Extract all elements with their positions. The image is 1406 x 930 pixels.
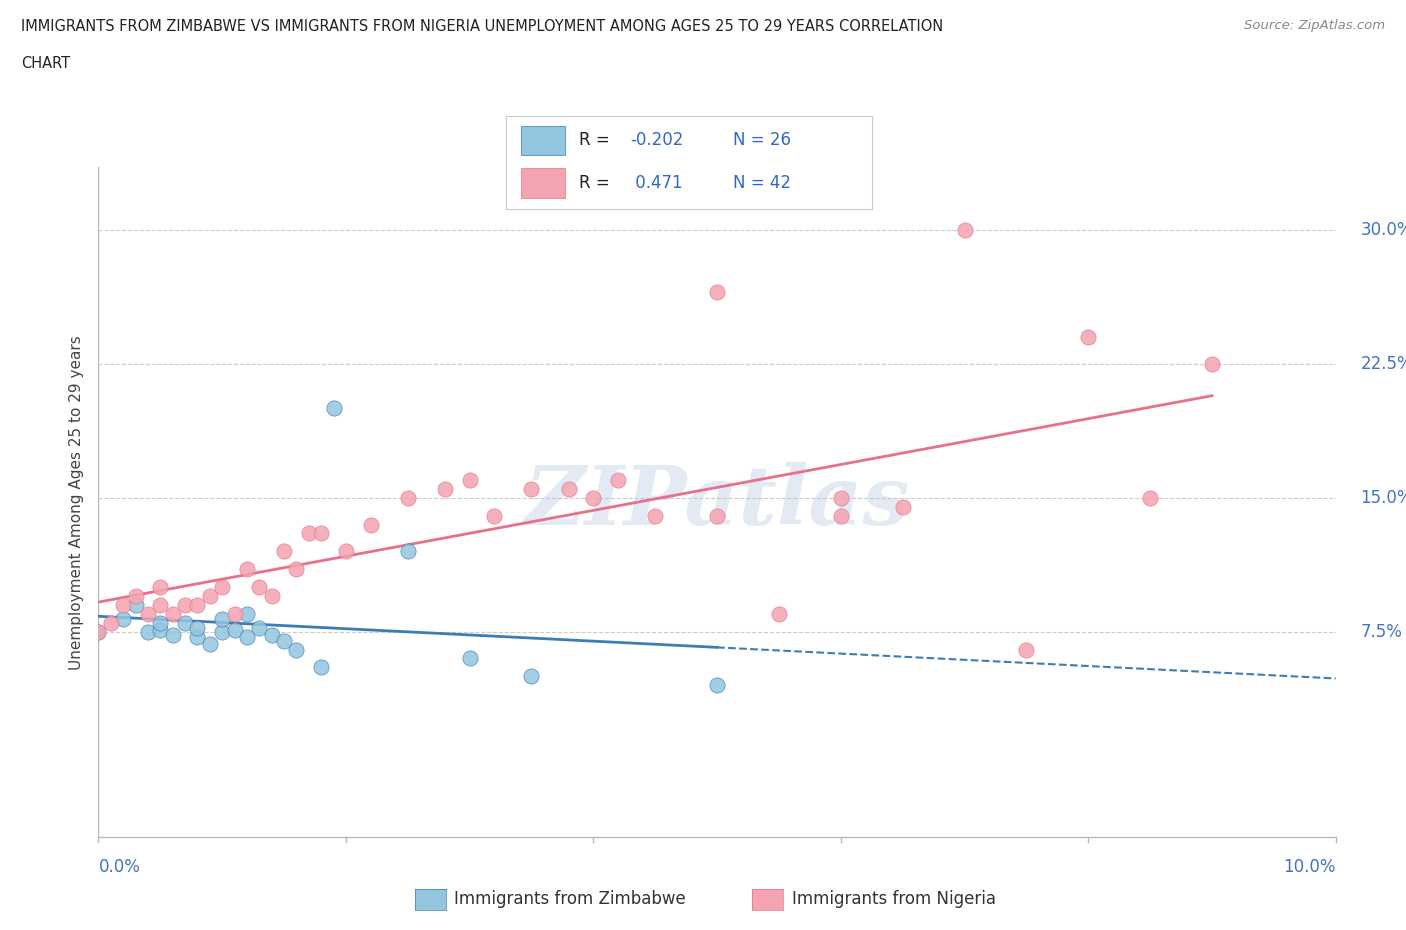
Point	[891, 499, 914, 514]
Text: IMMIGRANTS FROM ZIMBABWE VS IMMIGRANTS FROM NIGERIA UNEMPLOYMENT AMONG AGES 25 T: IMMIGRANTS FROM ZIMBABWE VS IMMIGRANTS F…	[21, 19, 943, 33]
Text: Immigrants from Zimbabwe: Immigrants from Zimbabwe	[454, 890, 686, 909]
Point	[87, 624, 110, 639]
Point	[124, 597, 146, 612]
Point	[198, 589, 221, 604]
Point	[458, 651, 481, 666]
Point	[247, 579, 270, 594]
Text: 30.0%: 30.0%	[1361, 221, 1406, 239]
Point	[211, 579, 233, 594]
Point	[1077, 329, 1099, 344]
Point	[149, 579, 172, 594]
Point	[953, 222, 976, 237]
Text: 0.471: 0.471	[630, 174, 683, 193]
Point	[236, 630, 259, 644]
Point	[87, 624, 110, 639]
Bar	[520, 168, 565, 198]
Point	[706, 285, 728, 299]
Point	[260, 628, 283, 643]
Text: ZIPatlas: ZIPatlas	[524, 462, 910, 542]
Text: N = 42: N = 42	[733, 174, 790, 193]
Point	[830, 490, 852, 505]
Point	[607, 472, 630, 487]
Point	[186, 630, 208, 644]
Point	[124, 589, 146, 604]
Point	[360, 517, 382, 532]
Point	[136, 624, 159, 639]
Point	[186, 597, 208, 612]
Point	[706, 678, 728, 693]
Point	[520, 482, 543, 497]
Point	[1201, 356, 1223, 371]
Point	[285, 642, 308, 657]
Point	[582, 490, 605, 505]
Point	[433, 482, 456, 497]
Point	[186, 620, 208, 635]
Point	[224, 622, 246, 637]
Point	[273, 544, 295, 559]
Point	[1015, 642, 1038, 657]
Point	[309, 526, 332, 541]
Point	[149, 597, 172, 612]
Point	[211, 624, 233, 639]
Text: 7.5%: 7.5%	[1361, 623, 1402, 641]
Point	[162, 628, 184, 643]
Text: R =: R =	[579, 174, 616, 193]
Point	[830, 508, 852, 523]
Text: 15.0%: 15.0%	[1361, 489, 1406, 507]
Point	[149, 616, 172, 631]
Text: CHART: CHART	[21, 56, 70, 71]
Point	[174, 616, 197, 631]
Point	[260, 589, 283, 604]
Bar	[520, 126, 565, 155]
Point	[768, 606, 790, 621]
Text: Immigrants from Nigeria: Immigrants from Nigeria	[792, 890, 995, 909]
Text: 22.5%: 22.5%	[1361, 355, 1406, 373]
Point	[557, 482, 579, 497]
Text: Unemployment Among Ages 25 to 29 years: Unemployment Among Ages 25 to 29 years	[69, 335, 83, 670]
Point	[149, 622, 172, 637]
Point	[1139, 490, 1161, 505]
Point	[298, 526, 321, 541]
Text: Source: ZipAtlas.com: Source: ZipAtlas.com	[1244, 19, 1385, 32]
Point	[211, 612, 233, 627]
Point	[236, 606, 259, 621]
Point	[644, 508, 666, 523]
Point	[396, 490, 419, 505]
Text: -0.202: -0.202	[630, 131, 683, 150]
Point	[224, 606, 246, 621]
Point	[322, 401, 344, 416]
Point	[236, 562, 259, 577]
Point	[174, 597, 197, 612]
Point	[112, 597, 135, 612]
Point	[520, 669, 543, 684]
Point	[198, 637, 221, 652]
Text: R =: R =	[579, 131, 616, 150]
Text: 10.0%: 10.0%	[1284, 858, 1336, 876]
Text: 0.0%: 0.0%	[98, 858, 141, 876]
Point	[247, 620, 270, 635]
Point	[396, 544, 419, 559]
Point	[100, 616, 122, 631]
Point	[285, 562, 308, 577]
Point	[335, 544, 357, 559]
Point	[484, 508, 506, 523]
Point	[136, 606, 159, 621]
Text: N = 26: N = 26	[733, 131, 790, 150]
Point	[273, 633, 295, 648]
Point	[706, 508, 728, 523]
Point	[309, 660, 332, 675]
Point	[458, 472, 481, 487]
Point	[112, 612, 135, 627]
Point	[162, 606, 184, 621]
